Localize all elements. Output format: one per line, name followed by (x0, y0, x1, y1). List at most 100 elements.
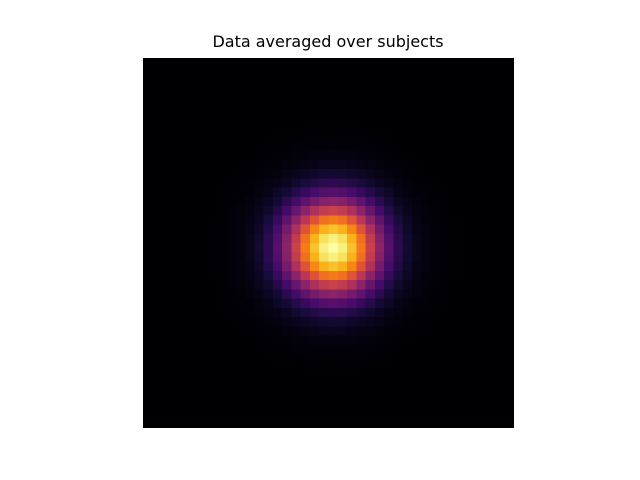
heatmap-cell (328, 344, 339, 355)
heatmap-cell (161, 418, 172, 428)
heatmap-cell (207, 344, 218, 355)
heatmap-cell (263, 335, 274, 346)
heatmap-cell (198, 317, 209, 327)
heatmap-cell (486, 178, 496, 188)
heatmap-cell (170, 280, 181, 290)
heatmap-cell (430, 132, 441, 142)
heatmap-cell (235, 307, 246, 318)
heatmap-cell (263, 122, 274, 133)
heatmap-cell (411, 178, 422, 188)
heatmap-cell (467, 363, 478, 373)
heatmap-cell (384, 243, 394, 253)
heatmap-cell (495, 132, 506, 142)
heatmap-cell (189, 363, 200, 373)
heatmap-cell (449, 270, 459, 281)
heatmap-cell (272, 215, 283, 225)
heatmap-cell (439, 187, 450, 198)
heatmap-cell (356, 391, 366, 401)
heatmap-cell (402, 298, 413, 309)
heatmap-cell (467, 122, 478, 133)
heatmap-cell (217, 206, 227, 216)
heatmap-cell (217, 224, 227, 235)
heatmap-cell (449, 372, 459, 383)
heatmap-cell (263, 150, 274, 161)
heatmap-cell (439, 104, 450, 114)
heatmap-cell (449, 243, 459, 253)
heatmap-cell (504, 344, 514, 355)
heatmap-cell (309, 196, 320, 207)
heatmap-cell (263, 326, 274, 336)
heatmap-cell (143, 178, 153, 188)
heatmap-cell (365, 187, 376, 198)
heatmap-cell (365, 206, 376, 216)
heatmap-cell (309, 354, 320, 364)
heatmap-cell (254, 261, 264, 272)
heatmap-cell (282, 335, 292, 346)
heatmap-cell (180, 122, 190, 133)
heatmap-cell (449, 132, 459, 142)
heatmap-cell (458, 159, 469, 170)
heatmap-cell (217, 76, 227, 87)
heatmap-cell (365, 326, 376, 336)
heatmap-cell (504, 354, 514, 364)
heatmap-cell (217, 196, 227, 207)
heatmap-cell (328, 178, 339, 188)
heatmap-cell (486, 409, 496, 420)
heatmap-cell (449, 335, 459, 346)
heatmap-cell (152, 58, 162, 68)
heatmap-cell (430, 280, 441, 290)
heatmap-cell (198, 76, 209, 87)
heatmap-cell (495, 196, 506, 207)
heatmap-cell (467, 252, 478, 262)
heatmap-cell (180, 187, 190, 198)
heatmap-cell (467, 113, 478, 124)
heatmap-cell (439, 391, 450, 401)
heatmap-cell (291, 243, 302, 253)
heatmap-cell (356, 335, 366, 346)
heatmap-cell (356, 196, 366, 207)
heatmap-cell (458, 178, 469, 188)
heatmap-cell (374, 132, 385, 142)
heatmap-cell (421, 122, 431, 133)
heatmap-cell (254, 206, 264, 216)
heatmap-cell (309, 307, 320, 318)
heatmap-cell (217, 307, 227, 318)
heatmap-cell (347, 95, 357, 105)
heatmap-cell (328, 326, 339, 336)
heatmap-cell (309, 252, 320, 262)
heatmap-cell (439, 400, 450, 410)
heatmap-cell (328, 132, 339, 142)
heatmap-cell (235, 113, 246, 124)
heatmap-cell (207, 95, 218, 105)
heatmap-cell (282, 233, 292, 244)
heatmap-cell (309, 169, 320, 179)
heatmap-cell (272, 326, 283, 336)
heatmap-cell (430, 354, 441, 364)
heatmap-cell (300, 95, 311, 105)
heatmap-cell (411, 85, 422, 96)
heatmap-cell (217, 141, 227, 151)
heatmap-cell (235, 196, 246, 207)
heatmap-cell (207, 252, 218, 262)
heatmap-cell (467, 233, 478, 244)
heatmap-cell (198, 280, 209, 290)
heatmap-cell (337, 372, 348, 383)
heatmap-cell (180, 335, 190, 346)
heatmap-cell (328, 76, 339, 87)
heatmap-cell (143, 391, 153, 401)
heatmap-cell (207, 261, 218, 272)
heatmap-cell (300, 206, 311, 216)
heatmap-cell (495, 76, 506, 87)
heatmap-cell (226, 85, 237, 96)
heatmap-cell (411, 298, 422, 309)
heatmap-cell (328, 381, 339, 392)
heatmap-cell (421, 391, 431, 401)
heatmap-cell (180, 391, 190, 401)
heatmap-cell (207, 187, 218, 198)
heatmap-cell (365, 122, 376, 133)
heatmap-cell (421, 243, 431, 253)
heatmap-cell (365, 104, 376, 114)
heatmap-cell (291, 206, 302, 216)
heatmap-cell (337, 215, 348, 225)
heatmap-cell (411, 252, 422, 262)
